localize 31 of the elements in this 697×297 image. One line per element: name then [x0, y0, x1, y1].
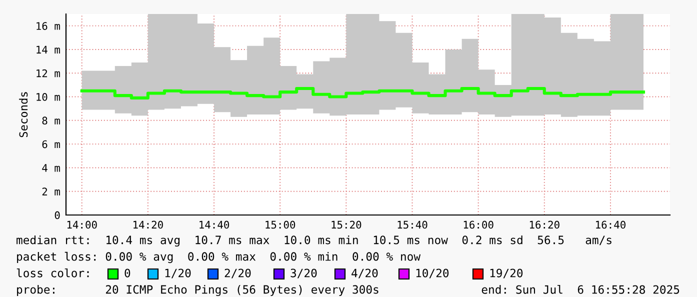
text: 10/20: [416, 268, 449, 278]
y-tick-label: 10 m: [36, 93, 60, 101]
x-tick-label: 16:20: [530, 220, 560, 229]
text: probe: 20 ICMP Echo Pings (56 Bytes) every 300s: [17, 284, 378, 296]
y-tick-label: 6 m: [42, 140, 60, 148]
y-tick-label: 8 m: [42, 116, 60, 125]
text: 19/20: [490, 268, 523, 278]
x-tick-label: 16:40: [596, 220, 626, 229]
text: loss color:: [16, 268, 89, 278]
text: 1/20: [165, 268, 191, 278]
x-tick-label: 14:00: [67, 220, 97, 229]
y-axis-title: Seconds: [19, 92, 28, 138]
text: packet loss: 0.00 % avg 0.00 % max 0.00 % min 0.00 % now: [17, 252, 421, 264]
y-tick-label: 16 m: [36, 22, 60, 30]
text: 3/20: [290, 268, 317, 278]
x-tick-label: 15:20: [332, 220, 362, 229]
x-tick-label: 15:40: [398, 220, 428, 229]
x-tick-label: 15:00: [266, 220, 296, 229]
y-tick-label: 14 m: [36, 46, 60, 54]
text: 4/20: [352, 268, 378, 278]
y-tick-label: 4 m: [42, 164, 60, 172]
y-tick-label: 12 m: [36, 69, 60, 78]
x-tick-label: 14:40: [200, 220, 230, 229]
y-tick-label: 2 m: [42, 188, 60, 196]
y-tick-label: 0: [54, 211, 60, 220]
text: end: Sun Jul 6 16:55:28 2025: [482, 284, 680, 294]
text: 2/20: [224, 268, 251, 278]
text: 0: [124, 268, 130, 278]
text: median rtt: 10.4 ms avg 10.7 ms max 10.0 ms min 10.5 ms now 0.2 ms sd 56.5 am/s: [16, 235, 612, 247]
x-tick-label: 16:00: [464, 220, 494, 229]
x-tick-label: 14:20: [134, 220, 163, 229]
